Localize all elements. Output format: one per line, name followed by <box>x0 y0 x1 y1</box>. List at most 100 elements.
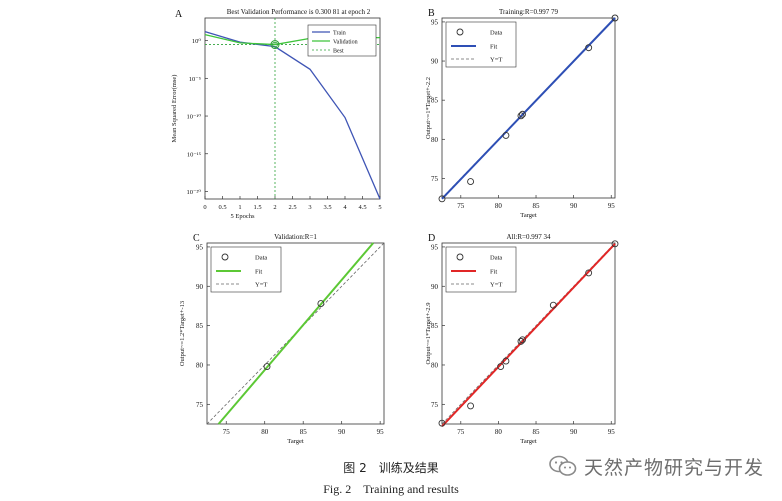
panel-b-y-tick-label: 95 <box>431 18 439 26</box>
wechat-icon <box>549 455 577 476</box>
panel-c-x-tick-label: 90 <box>338 428 346 436</box>
panel-a-legend-label: Train <box>333 31 346 37</box>
panel-d-x-tick-label: 95 <box>608 428 616 436</box>
watermark-text: 天然产物研究与开发 <box>584 456 765 479</box>
panel-d-data-point <box>502 357 510 365</box>
panel-a-x-tick-label: 4.5 <box>358 204 366 211</box>
panel-c-y-tick-label: 75 <box>196 401 204 409</box>
panel-c-data-point <box>317 300 325 308</box>
panel-b-legend-data-marker <box>456 28 464 36</box>
panel-b-legend-box <box>445 21 517 68</box>
figure-canvas: A Best Validation Performance is 0.300 81… <box>171 8 619 445</box>
panel-c-legend-label: Fit <box>255 269 262 276</box>
panel-b-y-tick-label: 75 <box>431 175 439 183</box>
panel-c-legend-label: Data <box>255 255 267 262</box>
panel-a-x-tick-label: 0.5 <box>218 204 226 211</box>
panel-d-y-tick-label: 75 <box>431 401 439 409</box>
panel-a-best-marker <box>270 39 280 50</box>
panel-a-title: Best Validation Performance is 0.300 81 … <box>227 8 371 16</box>
panel-a-best-marker-inner <box>272 41 278 48</box>
panel-c-fit-line <box>217 242 374 425</box>
panel-d-legend-box <box>445 246 517 293</box>
panel-b-data-point <box>585 44 593 52</box>
panel-b-x-tick-label: 90 <box>570 202 578 210</box>
panel-a-letter: A <box>175 9 183 20</box>
panel-a-x-tick-label: 0 <box>203 204 206 211</box>
panel-b-title: Training:R=0.997 79 <box>499 8 558 16</box>
panel-d-x-tick-label: 80 <box>495 428 503 436</box>
watermark: 天然产物研究与开发 <box>548 453 764 479</box>
panel-b-data-point <box>467 178 475 186</box>
panel-c-legend-label: Y=T <box>255 282 267 289</box>
panel-c-y-axis-label: Output~=1.2*Target+-13 <box>179 301 186 366</box>
panel-b-y-tick-label: 90 <box>431 58 439 66</box>
panel-c-y-tick-label: 80 <box>196 361 204 369</box>
panel-d-legend-label: Fit <box>490 269 497 276</box>
panel-b-data-point <box>517 112 525 120</box>
panel-b-legend-label: Fit <box>490 44 497 51</box>
panel-c-y-tick-label: 85 <box>196 322 204 330</box>
panel-c-y-tick-label: 95 <box>196 243 204 251</box>
panel-d-legend-label: Data <box>490 255 502 262</box>
panel-d-letter: D <box>428 233 435 244</box>
panel-d-x-axis-label: Target <box>520 438 537 445</box>
panel-d-data-point <box>438 419 446 427</box>
panel-c-x-tick-label: 80 <box>261 428 269 436</box>
panel-d-y-tick-label: 85 <box>431 322 439 330</box>
panel-a-y-tick-label: 10⁻¹⁰ <box>187 114 202 121</box>
panel-a-x-tick-label: 1.5 <box>253 204 261 211</box>
panel-d-legend-data-marker <box>456 253 464 261</box>
panel-d-data-point <box>585 269 593 277</box>
panel-a-x-tick-label: 4 <box>343 204 347 211</box>
panel-d-legend-label: Y=T <box>490 282 502 289</box>
panel-a-x-tick-label: 2 <box>273 204 276 211</box>
panel-d-data-point <box>517 337 525 345</box>
panel-c-data-point <box>263 363 271 371</box>
panel-d-y-axis-label: Output~=1*Target+-2.9 <box>425 302 432 364</box>
panel-c-x-tick-label: 85 <box>300 428 308 436</box>
panel-a-y-tick-label: 10⁻²⁰ <box>187 189 202 196</box>
panel-d-data-point <box>497 363 505 371</box>
panel-b-data-point <box>502 131 510 139</box>
figure-caption-english: Fig. 2 Training and results <box>323 482 459 496</box>
panel-b-y-axis-label: Output~=1*Target+-2.2 <box>425 77 432 139</box>
panel-d-x-tick-label: 85 <box>533 428 541 436</box>
panel-d-y-tick-label: 90 <box>431 283 439 291</box>
panel-d-data-point <box>519 336 526 344</box>
panel-b-legend-label: Data <box>490 30 502 37</box>
panel-a-x-axis-label: 5 Epochs <box>230 213 254 220</box>
panel-c-x-tick-label: 95 <box>377 428 385 436</box>
panel-b-y-tick-label: 85 <box>431 97 439 105</box>
panel-c-legend-data-marker <box>221 253 229 261</box>
panel-a-x-tick-label: 3 <box>308 204 311 211</box>
panel-b-legend-label: Y=T <box>490 57 502 64</box>
panel-d-x-tick-label: 75 <box>457 428 465 436</box>
panel-b-data-point <box>438 195 446 203</box>
panel-c-x-axis-label: Target <box>287 438 304 445</box>
panel-a-legend-label: Best <box>333 49 344 55</box>
panel-a-series-train <box>204 30 381 200</box>
panel-a-y-tick-label: 10⁰ <box>192 38 202 45</box>
panel-c-letter: C <box>193 233 200 244</box>
panel-a-x-tick-label: 3.5 <box>323 204 331 211</box>
panel-d-identity-line <box>441 242 616 425</box>
panel-b-data-point <box>519 110 526 118</box>
panel-b-fit-line <box>441 17 616 200</box>
panel-d-data-point <box>549 301 557 309</box>
panel-d-data-point <box>467 402 475 410</box>
panel-b-y-tick-label: 80 <box>431 136 439 144</box>
panel-c-y-tick-label: 90 <box>196 283 204 291</box>
panel-b-data-point <box>611 14 619 22</box>
panel-a-x-tick-label: 5 <box>378 204 381 211</box>
panel-b-x-axis-label: Target <box>520 212 537 219</box>
panel-d-x-tick-label: 90 <box>570 428 578 436</box>
panel-a-y-axis-label: Mean Squared Error(mse) <box>171 75 178 143</box>
panel-b-x-tick-label: 85 <box>533 202 541 210</box>
panel-c-legend-box <box>210 246 282 293</box>
panel-b-letter: B <box>428 8 435 19</box>
panel-a-y-tick-label: 10⁻⁵ <box>189 76 201 83</box>
panel-b-x-tick-label: 80 <box>495 202 503 210</box>
panel-d-title: All:R=0.997 34 <box>506 233 551 241</box>
panel-b-x-tick-label: 95 <box>608 202 616 210</box>
panel-a-legend-label: Validation <box>333 40 358 46</box>
